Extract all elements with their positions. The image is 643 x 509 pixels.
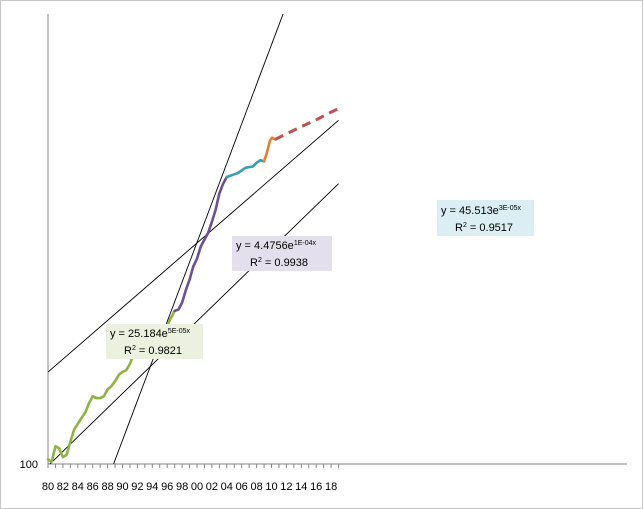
x-tick-label: 04 bbox=[221, 481, 233, 493]
equation-text: y = 4.4756e1E-04x bbox=[236, 240, 316, 252]
equation-box-bg bbox=[106, 324, 203, 359]
x-tick-label: 14 bbox=[295, 481, 307, 493]
x-tick-label: 98 bbox=[176, 481, 188, 493]
x-tick-label: 80 bbox=[42, 481, 54, 493]
r-squared-text: R2 = 0.9938 bbox=[250, 257, 308, 269]
x-tick-label: 84 bbox=[72, 481, 84, 493]
x-tick-label: 18 bbox=[325, 481, 337, 493]
x-tick-label: 96 bbox=[161, 481, 173, 493]
x-tick-label: 90 bbox=[116, 481, 128, 493]
series-2004-2009-line bbox=[225, 158, 266, 179]
x-tick-label: 94 bbox=[146, 481, 158, 493]
x-tick-label: 16 bbox=[310, 481, 322, 493]
x-tick-label: 06 bbox=[236, 481, 248, 493]
series-2009-2010-line bbox=[262, 136, 277, 163]
r-squared-text: R2 = 0.9517 bbox=[455, 222, 513, 234]
equation-box-bg bbox=[232, 236, 332, 271]
x-tick-label: 88 bbox=[101, 481, 113, 493]
series-projection-line bbox=[274, 107, 340, 141]
equation-box-2004-2009: y = 45.513e3E-05x R2 = 0.9517 bbox=[437, 200, 534, 236]
equation-box-1997-2004: y = 4.4756e1E-04x R2 = 0.9938 bbox=[232, 236, 332, 271]
equation-text: y = 45.513e3E-05x bbox=[441, 205, 521, 217]
x-tick-label: 82 bbox=[57, 481, 69, 493]
x-tick-label: 12 bbox=[280, 481, 292, 493]
r-squared-text: R2 = 0.9821 bbox=[124, 345, 182, 357]
x-tick-label: 10 bbox=[265, 481, 277, 493]
x-tick-label: 92 bbox=[131, 481, 143, 493]
equation-text: y = 25.184e5E-05x bbox=[110, 328, 190, 340]
equation-box-bg bbox=[437, 200, 534, 236]
x-tick-label: 08 bbox=[250, 481, 262, 493]
trend-2004-2009-line bbox=[48, 119, 339, 373]
x-tick-label: 86 bbox=[87, 481, 99, 493]
x-ticks: 80 82 84 86 88 90 92 94 96 98 00 02 04 06 08 10 12 14 16 18 bbox=[42, 464, 340, 493]
y-ticks: 100 bbox=[20, 459, 38, 471]
x-tick-label: 02 bbox=[206, 481, 218, 493]
series-1997-2004-line bbox=[173, 175, 229, 313]
trend-1997-2004-line bbox=[113, 14, 284, 464]
equation-box-1980-1997: y = 25.184e5E-05x R2 = 0.9821 bbox=[106, 324, 203, 359]
x-tick-label: 00 bbox=[191, 481, 203, 493]
series-group bbox=[46, 107, 340, 464]
y-tick-label: 100 bbox=[20, 459, 38, 471]
